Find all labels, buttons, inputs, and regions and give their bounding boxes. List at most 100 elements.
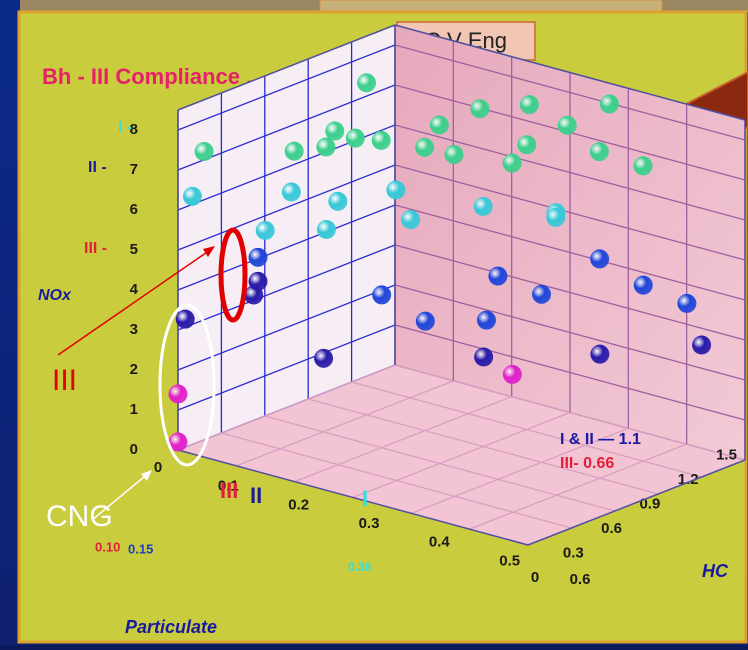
data-point — [248, 247, 268, 267]
x-tick-label: 0.3 — [359, 515, 380, 532]
y-tick-label: 0.6 — [601, 520, 622, 537]
x-axis-title: Particulate — [125, 617, 217, 637]
z-tick-label: 0 — [130, 441, 138, 458]
data-point — [175, 309, 195, 329]
box-edge — [177, 449, 529, 546]
data-point — [502, 364, 522, 384]
grid-line — [236, 380, 454, 467]
z-axis-title: NOx — [38, 287, 72, 304]
y-tick-label: 1.5 — [716, 446, 737, 463]
grid-line — [469, 443, 687, 530]
data-point — [557, 115, 577, 135]
data-point — [476, 310, 496, 330]
data-point — [357, 73, 377, 93]
box-edge — [177, 24, 396, 111]
z-tick-label: 4 — [130, 281, 139, 298]
data-point — [502, 153, 522, 173]
chart-title: Bh - III Compliance . . . — [42, 64, 277, 89]
box-edge — [394, 24, 746, 121]
red-highlight — [218, 227, 248, 323]
data-point — [633, 275, 653, 295]
data-point — [281, 182, 301, 202]
red-arrowhead — [203, 246, 215, 257]
data-point — [371, 130, 391, 150]
data-point — [444, 145, 464, 165]
z-tick-label: 5 — [130, 241, 138, 258]
data-point — [316, 220, 336, 239]
data-point — [590, 249, 610, 269]
cng-highlight — [158, 303, 216, 467]
z-tick-label: 3 — [130, 321, 138, 338]
grid-line — [411, 427, 629, 514]
annotation: II - — [88, 159, 107, 176]
grid-line — [177, 164, 396, 251]
y-tick-label: 0.3 — [563, 544, 584, 561]
grid-line — [294, 396, 512, 483]
data-point — [248, 271, 268, 291]
data-point — [168, 432, 188, 452]
annotation: III- 0.66 — [560, 455, 614, 472]
grid-line — [177, 84, 396, 171]
data-point — [633, 156, 653, 176]
data-point — [532, 284, 552, 304]
grid-line — [177, 364, 396, 451]
annotation: 0.10 — [95, 539, 120, 554]
data-point — [284, 141, 304, 161]
z-tick-label: 8 — [130, 121, 138, 138]
data-point — [474, 347, 494, 367]
grid-line — [177, 244, 396, 331]
data-point — [488, 266, 508, 286]
y-axis-title: HC — [702, 561, 729, 581]
white-arrowhead — [141, 470, 152, 481]
data-point — [519, 95, 539, 115]
x-tick-label: 0.5 — [499, 552, 520, 569]
annotation: III — [220, 478, 238, 503]
data-point — [590, 344, 610, 364]
grid-line — [177, 44, 396, 131]
data-point — [316, 137, 336, 157]
red-arrow — [57, 247, 214, 356]
z-tick-label: 2 — [130, 361, 138, 378]
callout-label: CNG — [46, 500, 113, 533]
annotation: I - — [118, 119, 132, 136]
z-tick-label: 1 — [130, 401, 138, 418]
grid-line — [352, 411, 571, 499]
z-tick-label: 7 — [130, 161, 138, 178]
annotation: I & II — 1.1 — [560, 431, 641, 448]
grid-line — [177, 204, 396, 291]
callout-label: III — [52, 364, 77, 397]
data-point — [386, 180, 406, 200]
data-point — [599, 94, 619, 114]
y-tick-label: 0 — [531, 569, 539, 586]
data-point — [470, 99, 490, 119]
data-point — [401, 210, 421, 230]
data-point — [194, 142, 214, 161]
box-edge — [527, 459, 746, 546]
x-tick-label: 0.6 — [570, 571, 591, 588]
annotation: 0.15 — [128, 541, 153, 556]
data-point — [589, 142, 609, 162]
data-point — [325, 121, 345, 141]
grid-line — [177, 284, 396, 371]
data-point — [372, 285, 392, 305]
data-point — [473, 197, 493, 216]
data-point — [328, 191, 348, 211]
photo-strip — [319, 0, 663, 13]
data-point — [517, 135, 537, 155]
data-point — [345, 128, 365, 148]
annotation: 0.36 — [348, 560, 372, 574]
x-tick-label: 0.2 — [288, 496, 309, 513]
x-tick-label: 0.4 — [429, 534, 451, 551]
data-point — [692, 335, 712, 355]
data-point — [168, 384, 188, 404]
x-tick-label: 0 — [154, 459, 162, 476]
data-point — [255, 221, 275, 240]
data-point — [429, 115, 449, 135]
plot: 01234567800.30.60.91.21.500.10.20.30.40.… — [130, 24, 746, 588]
data-point — [677, 293, 697, 313]
data-point — [314, 348, 334, 368]
x-tick-label: 0.1 — [218, 478, 239, 495]
annotation: III - — [84, 240, 107, 257]
